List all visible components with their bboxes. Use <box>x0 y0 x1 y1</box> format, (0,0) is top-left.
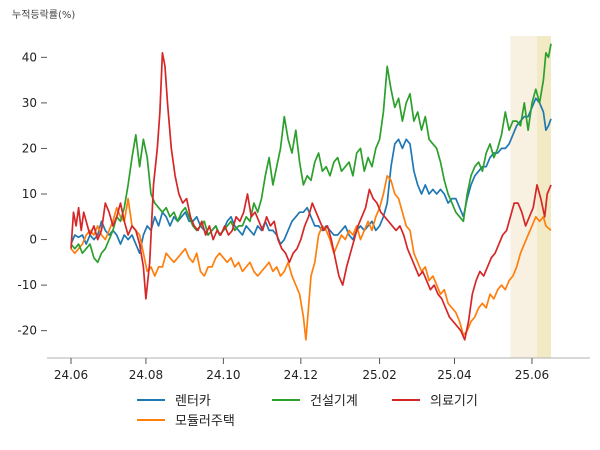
x-tick-label: 24.12 <box>284 368 318 382</box>
highlight-band-2 <box>537 36 551 358</box>
y-tick-label: 30 <box>22 96 37 110</box>
y-tick-label: 20 <box>22 141 37 155</box>
x-tick-label: 25.06 <box>515 368 549 382</box>
x-tick-label: 25.02 <box>362 368 396 382</box>
y-axis-ticks: -20 -10 0 10 20 30 40 <box>17 50 47 338</box>
y-tick-label: 40 <box>22 50 37 64</box>
series-line-3 <box>70 43 552 264</box>
series-line-1 <box>70 97 552 255</box>
legend-label: 의료기기 <box>430 394 478 409</box>
series-line-2 <box>70 174 552 341</box>
highlight-layer <box>510 36 551 358</box>
x-tick-label: 24.10 <box>206 368 240 382</box>
legend-label: 모듈러주택 <box>175 414 235 429</box>
series-layer <box>70 43 552 341</box>
y-unit-label: 누적등락률(%) <box>12 9 75 21</box>
x-axis-ticks: 24.06 24.08 24.10 24.12 25.02 25.04 25.06 <box>54 358 549 382</box>
y-tick-label: 0 <box>29 233 37 247</box>
x-tick-label: 24.08 <box>129 368 163 382</box>
series-line-4 <box>70 51 552 341</box>
y-tick-label: 10 <box>22 187 37 201</box>
legend-label: 렌터카 <box>175 394 211 409</box>
y-tick-label: -20 <box>17 324 37 338</box>
x-tick-label: 24.06 <box>54 368 88 382</box>
x-tick-label: 25.04 <box>437 368 471 382</box>
legend-label: 건설기계 <box>310 394 358 409</box>
y-tick-label: -10 <box>17 278 37 292</box>
